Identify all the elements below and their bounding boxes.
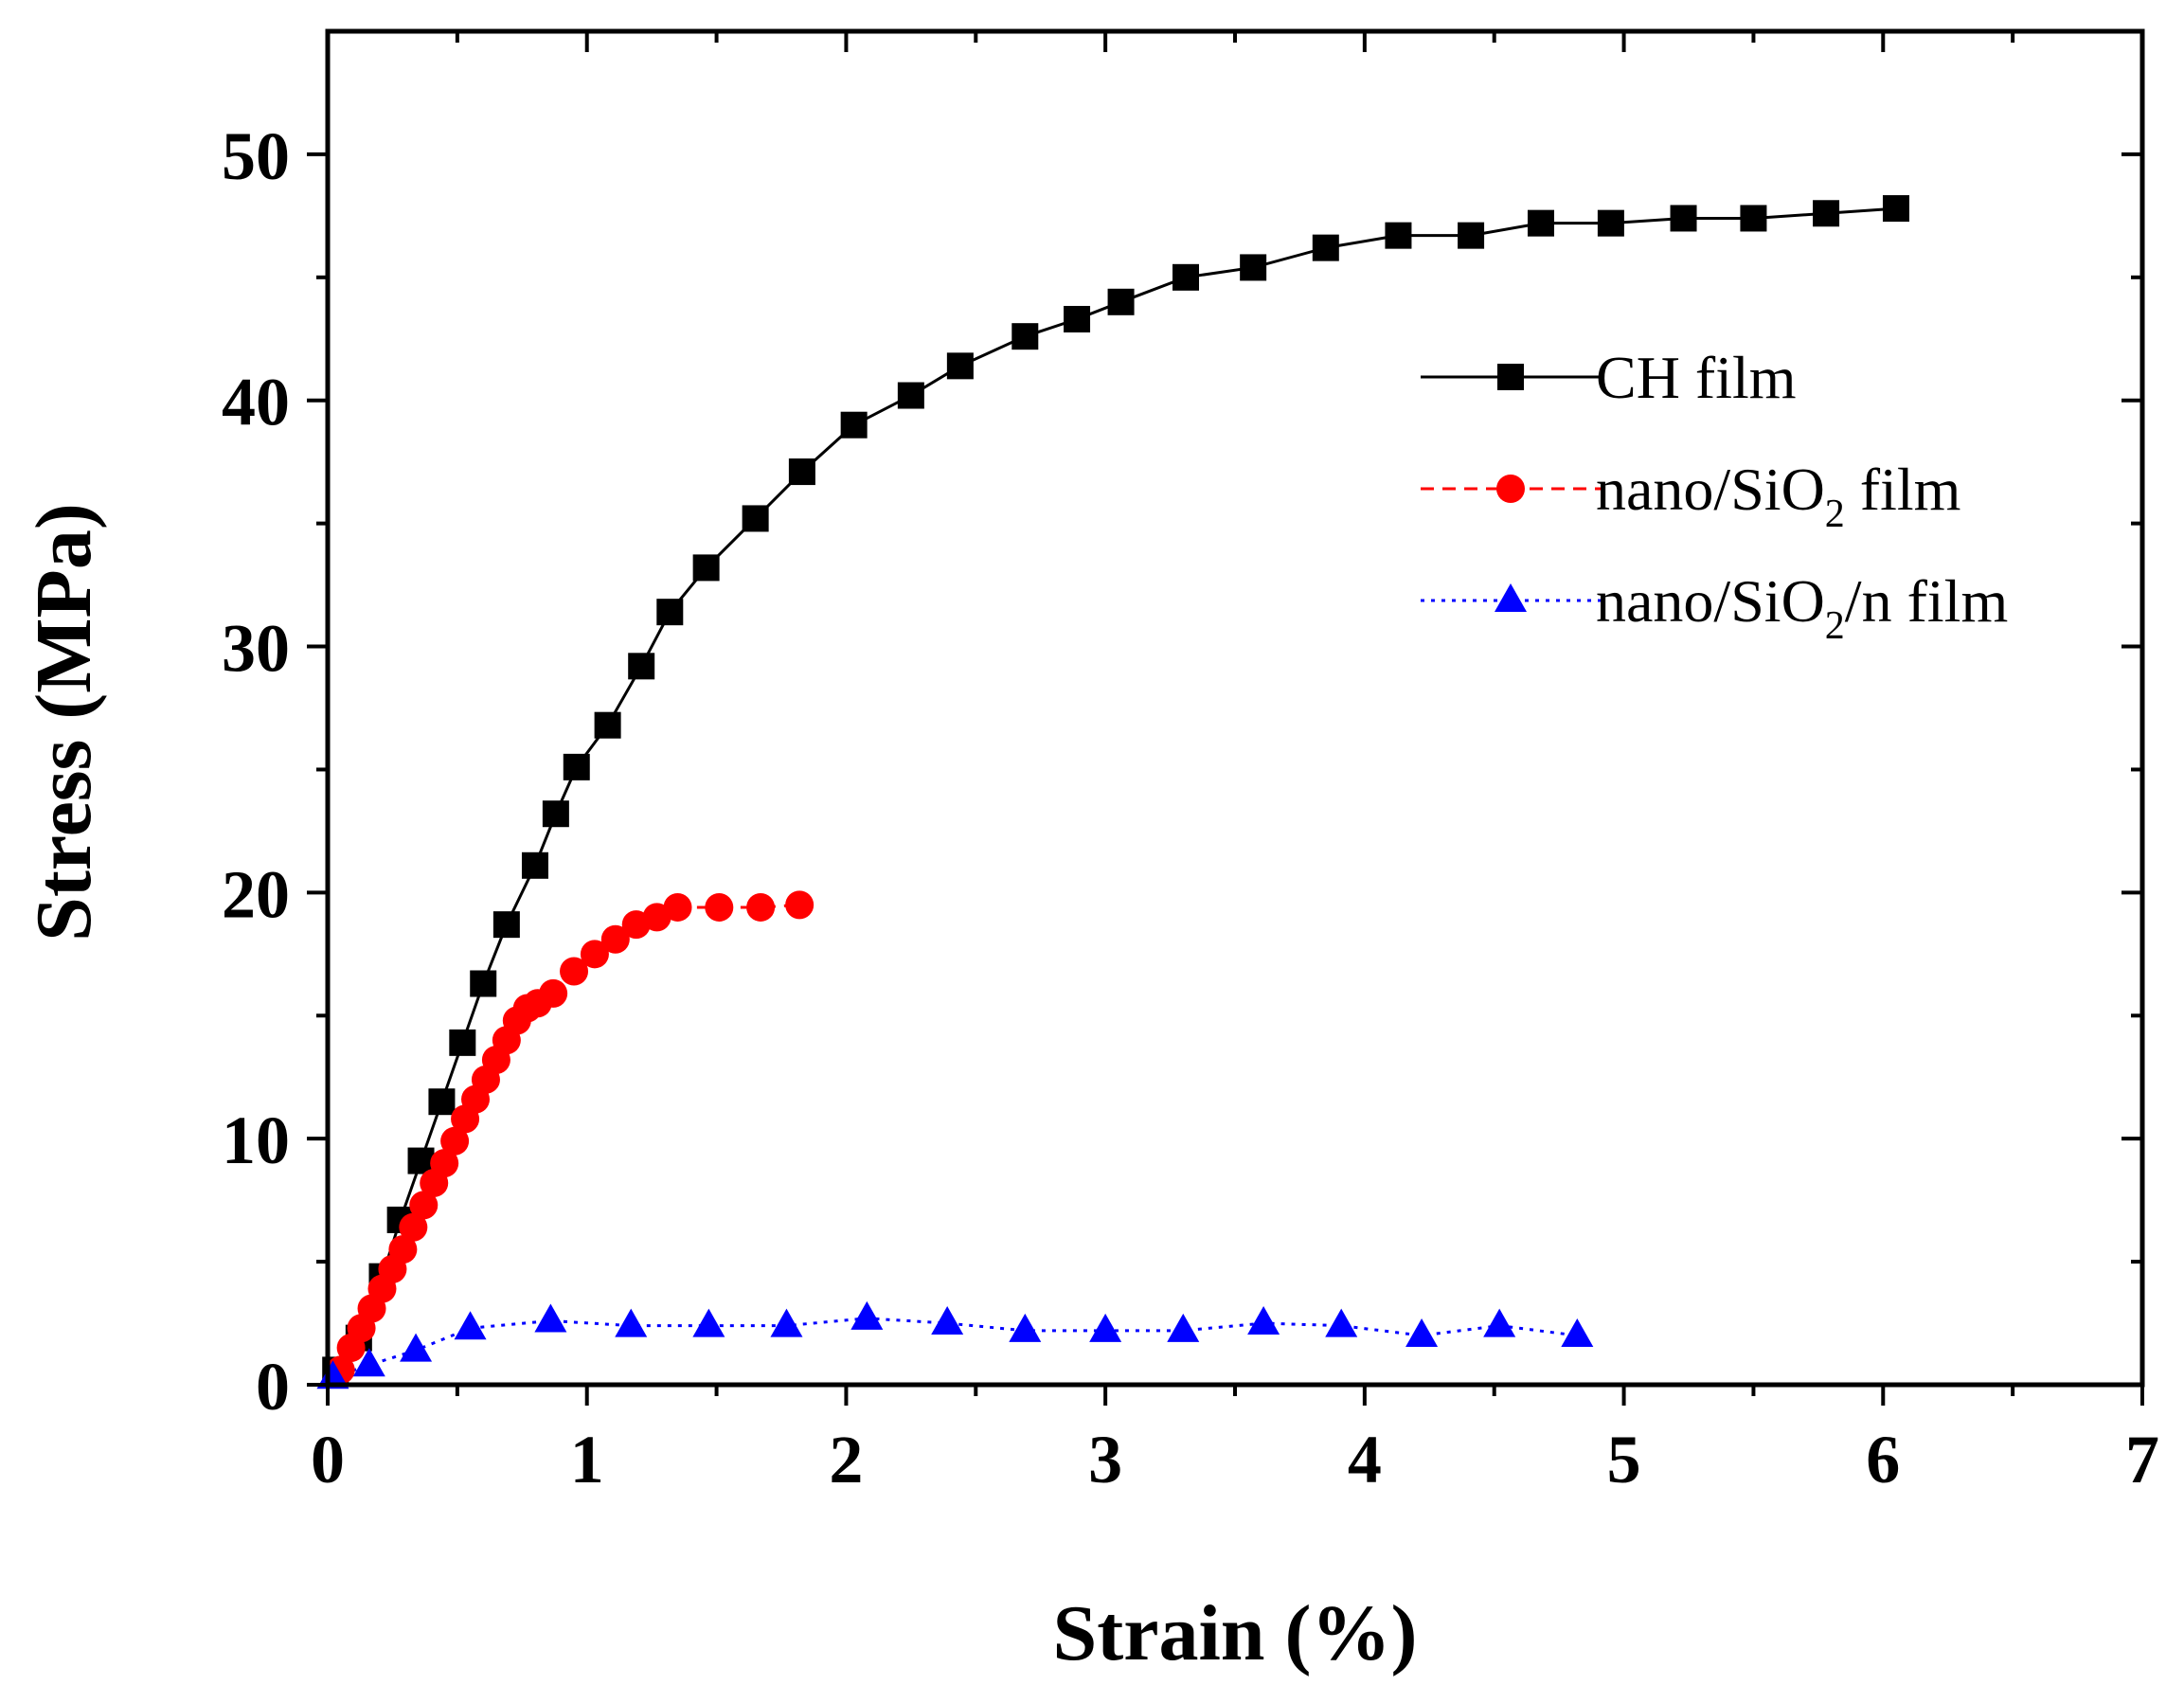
legend-marker-0 [1497,364,1524,390]
legend-label-0: CH film [1596,344,1797,411]
data-point-series-2 [1009,1313,1042,1342]
x-tick-label: 2 [829,1422,863,1497]
data-point-series-0 [563,753,590,780]
y-tick-label: 30 [222,611,290,687]
data-point-series-2 [1405,1318,1439,1348]
data-point-series-0 [1597,209,1624,237]
legend-marker-1 [1496,475,1525,503]
data-point-series-2 [1561,1318,1594,1348]
data-point-series-2 [615,1308,648,1337]
legend-label-1: nano/SiO2 film [1596,456,1960,536]
data-point-series-2 [931,1306,964,1335]
data-point-series-0 [1240,254,1267,281]
series-markers [316,195,1909,1389]
y-tick-label: 10 [222,1102,290,1178]
data-point-series-1 [539,978,568,1008]
y-axis-title: Stress (MPa) [20,503,108,941]
data-point-series-2 [352,1348,385,1377]
data-point-series-0 [1064,305,1091,332]
data-point-series-0 [656,599,684,626]
data-point-series-0 [492,911,520,939]
data-point-series-1 [409,1191,439,1220]
y-tick-label: 40 [222,365,290,440]
y-tick-label: 20 [222,856,290,932]
data-point-series-1 [388,1235,418,1264]
data-point-series-0 [1011,323,1039,350]
data-point-series-0 [470,970,497,997]
data-point-series-0 [449,1029,476,1056]
data-point-series-2 [770,1308,803,1337]
data-point-series-0 [946,352,974,380]
x-axis: 0 1 2 3 4 5 6 7 [311,31,2159,1497]
data-point-series-2 [316,1360,349,1389]
data-point-series-0 [897,382,924,409]
x-tick-label: 3 [1088,1422,1122,1497]
data-point-series-2 [850,1300,884,1330]
data-point-series-0 [1670,205,1697,232]
x-tick-label: 4 [1348,1422,1382,1497]
legend-marker-2 [1495,583,1527,612]
data-point-series-1 [440,1126,470,1156]
legend: CH film nano/SiO2 film nano/SiO2/n film [1421,344,2008,648]
data-point-series-1 [399,1212,428,1242]
data-point-series-0 [1740,205,1767,232]
data-point-series-0 [1458,222,1485,249]
data-point-series-0 [628,653,655,680]
data-point-series-0 [521,851,548,879]
data-point-series-0 [594,711,621,739]
data-point-series-2 [1247,1306,1280,1335]
legend-label-2: nano/SiO2/n film [1596,567,2008,648]
x-tick-label: 1 [570,1422,604,1497]
data-point-series-1 [580,940,609,969]
data-point-series-0 [428,1088,456,1116]
data-point-series-0 [1312,234,1339,261]
y-tick-label: 50 [222,118,290,194]
x-tick-label: 7 [2125,1422,2159,1497]
data-point-series-1 [663,892,692,922]
data-point-series-2 [454,1311,487,1340]
y-axis: 0 10 20 30 40 50 [222,118,2142,1425]
data-point-series-0 [1882,195,1909,223]
data-point-series-1 [600,924,630,954]
data-point-series-2 [1167,1313,1200,1342]
data-point-series-1 [746,892,776,922]
x-tick-label: 0 [311,1422,345,1497]
data-point-series-0 [840,411,868,439]
data-point-series-2 [1483,1308,1516,1337]
x-axis-title: Strain (%) [1053,1589,1418,1677]
data-point-series-0 [1813,200,1840,227]
data-point-series-1 [560,957,589,986]
x-tick-label: 5 [1607,1422,1641,1497]
data-point-series-0 [788,458,815,486]
data-point-series-0 [742,505,769,532]
data-point-series-1 [705,892,734,922]
data-point-series-0 [1172,263,1199,291]
data-point-series-2 [1089,1313,1122,1342]
data-point-series-0 [1527,209,1554,237]
data-point-series-1 [430,1149,459,1178]
data-point-series-2 [534,1303,567,1333]
data-point-series-2 [692,1308,725,1337]
data-point-series-0 [1385,222,1412,249]
y-tick-label: 0 [256,1349,290,1425]
data-point-series-2 [1325,1308,1358,1337]
data-point-series-2 [400,1333,433,1362]
x-tick-label: 6 [1866,1422,1900,1497]
data-point-series-1 [785,890,815,920]
data-point-series-0 [692,554,720,582]
data-point-series-0 [542,800,569,828]
data-point-series-0 [1107,288,1135,315]
